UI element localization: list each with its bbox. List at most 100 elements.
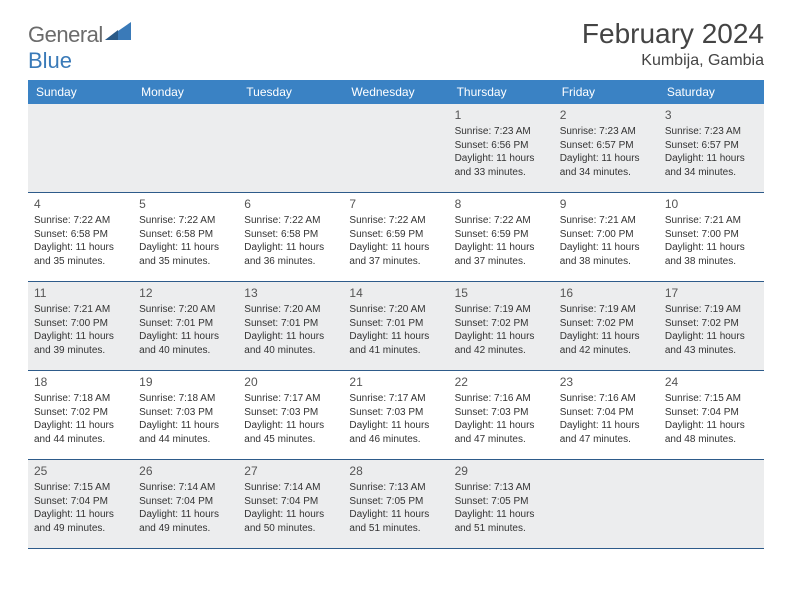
calendar-cell: 4 Sunrise: 7:22 AMSunset: 6:58 PMDaylight…: [28, 193, 133, 281]
day-info: Sunrise: 7:17 AMSunset: 7:03 PMDaylight:…: [244, 392, 337, 446]
day-info: Sunrise: 7:22 AMSunset: 6:59 PMDaylight:…: [455, 214, 548, 268]
location: Kumbija, Gambia: [582, 52, 764, 70]
day-number: 3: [665, 107, 758, 123]
day-number: 6: [244, 196, 337, 212]
week-divider: [28, 548, 764, 549]
day-info: Sunrise: 7:20 AMSunset: 7:01 PMDaylight:…: [139, 303, 232, 357]
day-number: 21: [349, 374, 442, 390]
calendar-cell: 1 Sunrise: 7:23 AMSunset: 6:56 PMDaylight…: [449, 104, 554, 192]
day-number: 11: [34, 285, 127, 301]
calendar-cell-empty: [133, 104, 238, 192]
day-info: Sunrise: 7:15 AMSunset: 7:04 PMDaylight:…: [34, 481, 127, 535]
day-number: 19: [139, 374, 232, 390]
calendar: SundayMondayTuesdayWednesdayThursdayFrid…: [28, 80, 764, 549]
dayname: Saturday: [659, 80, 764, 104]
day-info: Sunrise: 7:19 AMSunset: 7:02 PMDaylight:…: [455, 303, 548, 357]
calendar-cell-empty: [238, 104, 343, 192]
dayname: Wednesday: [343, 80, 448, 104]
logo-triangle-icon: [105, 20, 131, 40]
day-number: 2: [560, 107, 653, 123]
day-info: Sunrise: 7:22 AMSunset: 6:58 PMDaylight:…: [244, 214, 337, 268]
day-number: 23: [560, 374, 653, 390]
calendar-cell-empty: [28, 104, 133, 192]
day-number: 29: [455, 463, 548, 479]
calendar-cell: 3 Sunrise: 7:23 AMSunset: 6:57 PMDaylight…: [659, 104, 764, 192]
calendar-cell: 17Sunrise: 7:19 AMSunset: 7:02 PMDayligh…: [659, 282, 764, 370]
day-info: Sunrise: 7:22 AMSunset: 6:58 PMDaylight:…: [34, 214, 127, 268]
day-info: Sunrise: 7:13 AMSunset: 7:05 PMDaylight:…: [455, 481, 548, 535]
day-number: 10: [665, 196, 758, 212]
calendar-cell-empty: [554, 460, 659, 548]
day-info: Sunrise: 7:22 AMSunset: 6:58 PMDaylight:…: [139, 214, 232, 268]
day-number: 24: [665, 374, 758, 390]
dayname: Friday: [554, 80, 659, 104]
title-block: February 2024 Kumbija, Gambia: [582, 18, 764, 70]
calendar-week: 4 Sunrise: 7:22 AMSunset: 6:58 PMDaylight…: [28, 193, 764, 281]
day-number: 5: [139, 196, 232, 212]
day-info: Sunrise: 7:15 AMSunset: 7:04 PMDaylight:…: [665, 392, 758, 446]
day-number: 18: [34, 374, 127, 390]
day-info: Sunrise: 7:23 AMSunset: 6:57 PMDaylight:…: [665, 125, 758, 179]
calendar-cell: 11 Sunrise: 7:21 AMSunset: 7:00 PMDayligh…: [28, 282, 133, 370]
day-number: 1: [455, 107, 548, 123]
day-info: Sunrise: 7:14 AMSunset: 7:04 PMDaylight:…: [244, 481, 337, 535]
day-number: 15: [455, 285, 548, 301]
day-info: Sunrise: 7:23 AMSunset: 6:57 PMDaylight:…: [560, 125, 653, 179]
calendar-cell: 18 Sunrise: 7:18 AMSunset: 7:02 PMDayligh…: [28, 371, 133, 459]
day-number: 26: [139, 463, 232, 479]
day-number: 17: [665, 285, 758, 301]
day-number: 28: [349, 463, 442, 479]
dayname: Tuesday: [238, 80, 343, 104]
dayname-row: SundayMondayTuesdayWednesdayThursdayFrid…: [28, 80, 764, 104]
header: General February 2024 Kumbija, Gambia: [0, 0, 792, 74]
calendar-week: 1 Sunrise: 7:23 AMSunset: 6:56 PMDaylight…: [28, 104, 764, 192]
day-info: Sunrise: 7:13 AMSunset: 7:05 PMDaylight:…: [349, 481, 442, 535]
day-number: 4: [34, 196, 127, 212]
calendar-cell: 12 Sunrise: 7:20 AMSunset: 7:01 PMDayligh…: [133, 282, 238, 370]
day-info: Sunrise: 7:14 AMSunset: 7:04 PMDaylight:…: [139, 481, 232, 535]
logo: General: [28, 22, 131, 48]
dayname: Monday: [133, 80, 238, 104]
calendar-cell: 5 Sunrise: 7:22 AMSunset: 6:58 PMDaylight…: [133, 193, 238, 281]
day-number: 16: [560, 285, 653, 301]
calendar-cell: 2 Sunrise: 7:23 AMSunset: 6:57 PMDaylight…: [554, 104, 659, 192]
day-number: 9: [560, 196, 653, 212]
calendar-cell: 23Sunrise: 7:16 AMSunset: 7:04 PMDayligh…: [554, 371, 659, 459]
day-info: Sunrise: 7:16 AMSunset: 7:03 PMDaylight:…: [455, 392, 548, 446]
day-number: 8: [455, 196, 548, 212]
day-number: 12: [139, 285, 232, 301]
calendar-cell: 16 Sunrise: 7:19 AMSunset: 7:02 PMDayligh…: [554, 282, 659, 370]
day-info: Sunrise: 7:19 AMSunset: 7:02 PMDaylight:…: [560, 303, 653, 357]
calendar-cell: 26 Sunrise: 7:14 AMSunset: 7:04 PMDayligh…: [133, 460, 238, 548]
day-info: Sunrise: 7:21 AMSunset: 7:00 PMDaylight:…: [665, 214, 758, 268]
calendar-cell: 15 Sunrise: 7:19 AMSunset: 7:02 PMDayligh…: [449, 282, 554, 370]
day-number: 25: [34, 463, 127, 479]
calendar-cell: 10 Sunrise: 7:21 AMSunset: 7:00 PMDayligh…: [659, 193, 764, 281]
calendar-cell: 19Sunrise: 7:18 AMSunset: 7:03 PMDayligh…: [133, 371, 238, 459]
calendar-cell: 22 Sunrise: 7:16 AMSunset: 7:03 PMDayligh…: [449, 371, 554, 459]
logo-text-blue: Blue: [28, 48, 72, 74]
day-info: Sunrise: 7:20 AMSunset: 7:01 PMDaylight:…: [244, 303, 337, 357]
day-info: Sunrise: 7:23 AMSunset: 6:56 PMDaylight:…: [455, 125, 548, 179]
calendar-cell: 27 Sunrise: 7:14 AMSunset: 7:04 PMDayligh…: [238, 460, 343, 548]
day-info: Sunrise: 7:18 AMSunset: 7:02 PMDaylight:…: [34, 392, 127, 446]
calendar-cell: 29 Sunrise: 7:13 AMSunset: 7:05 PMDayligh…: [449, 460, 554, 548]
calendar-cell: 24 Sunrise: 7:15 AMSunset: 7:04 PMDayligh…: [659, 371, 764, 459]
calendar-cell: 6 Sunrise: 7:22 AMSunset: 6:58 PMDaylight…: [238, 193, 343, 281]
day-number: 13: [244, 285, 337, 301]
calendar-cell-empty: [343, 104, 448, 192]
calendar-week: 25 Sunrise: 7:15 AMSunset: 7:04 PMDayligh…: [28, 460, 764, 548]
day-number: 14: [349, 285, 442, 301]
calendar-cell: 13 Sunrise: 7:20 AMSunset: 7:01 PMDayligh…: [238, 282, 343, 370]
day-number: 20: [244, 374, 337, 390]
calendar-cell-empty: [659, 460, 764, 548]
logo-text-general: General: [28, 22, 103, 48]
day-info: Sunrise: 7:21 AMSunset: 7:00 PMDaylight:…: [34, 303, 127, 357]
calendar-cell: 14Sunrise: 7:20 AMSunset: 7:01 PMDayligh…: [343, 282, 448, 370]
day-number: 7: [349, 196, 442, 212]
calendar-cell: 20 Sunrise: 7:17 AMSunset: 7:03 PMDayligh…: [238, 371, 343, 459]
day-info: Sunrise: 7:21 AMSunset: 7:00 PMDaylight:…: [560, 214, 653, 268]
day-number: 22: [455, 374, 548, 390]
calendar-cell: 21Sunrise: 7:17 AMSunset: 7:03 PMDayligh…: [343, 371, 448, 459]
day-number: 27: [244, 463, 337, 479]
